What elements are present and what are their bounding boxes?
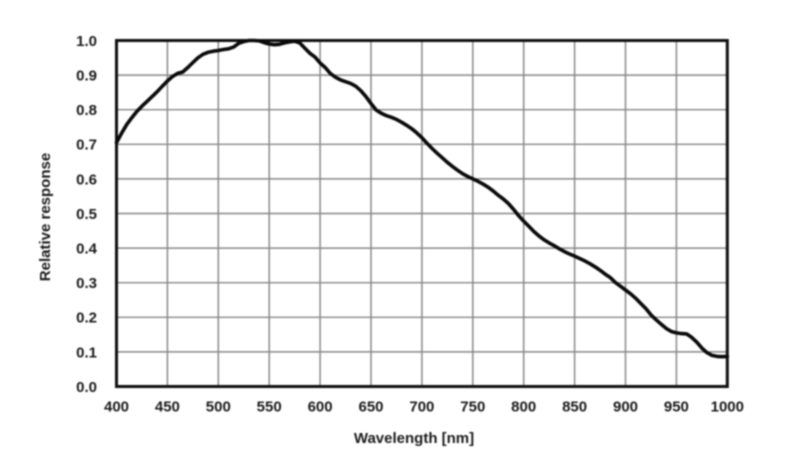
svg-text:750: 750 [460, 399, 485, 416]
svg-text:Relative response: Relative response [37, 153, 54, 281]
svg-text:850: 850 [562, 399, 587, 416]
svg-text:550: 550 [257, 399, 282, 416]
svg-text:400: 400 [104, 399, 129, 416]
svg-text:1.0: 1.0 [76, 33, 97, 50]
svg-text:0.4: 0.4 [76, 241, 98, 258]
svg-text:0.7: 0.7 [76, 137, 97, 154]
svg-text:0.0: 0.0 [76, 379, 97, 396]
svg-text:950: 950 [664, 399, 689, 416]
svg-text:0.3: 0.3 [76, 275, 97, 292]
svg-text:650: 650 [358, 399, 383, 416]
svg-text:800: 800 [511, 399, 536, 416]
svg-text:0.2: 0.2 [76, 310, 97, 327]
svg-text:1000: 1000 [711, 399, 744, 416]
svg-text:600: 600 [308, 399, 333, 416]
svg-text:Wavelength [nm]: Wavelength [nm] [354, 430, 474, 447]
svg-text:0.6: 0.6 [76, 171, 97, 188]
svg-text:450: 450 [155, 399, 180, 416]
svg-text:0.5: 0.5 [76, 206, 97, 223]
svg-text:900: 900 [613, 399, 638, 416]
svg-text:0.9: 0.9 [76, 68, 97, 85]
svg-text:0.1: 0.1 [76, 344, 97, 361]
svg-text:500: 500 [206, 399, 231, 416]
svg-text:700: 700 [409, 399, 434, 416]
svg-text:0.8: 0.8 [76, 102, 97, 119]
